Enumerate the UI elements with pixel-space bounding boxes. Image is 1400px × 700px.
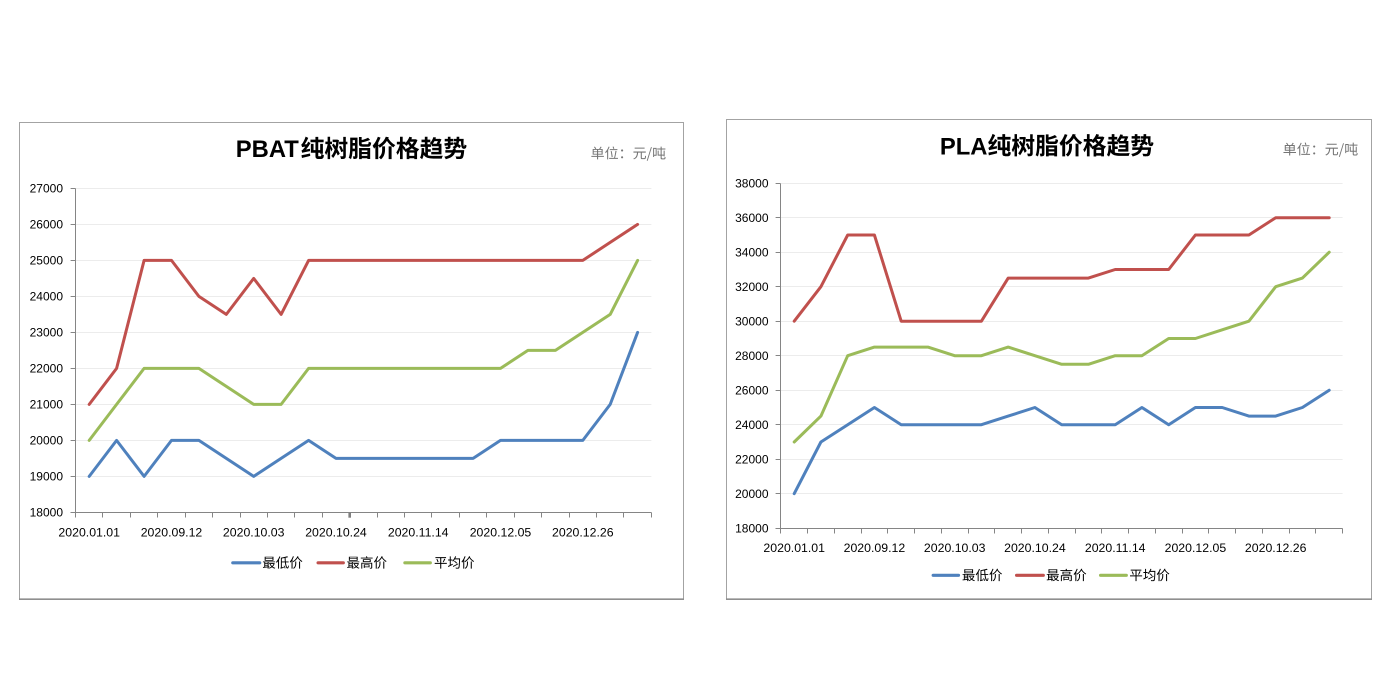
svg-text:2020.12.05: 2020.12.05 bbox=[1165, 541, 1227, 555]
svg-text:21000: 21000 bbox=[30, 398, 64, 412]
svg-text:2020.10.03: 2020.10.03 bbox=[924, 541, 986, 555]
svg-text:26000: 26000 bbox=[30, 218, 64, 232]
svg-text:2020.12.05: 2020.12.05 bbox=[470, 525, 532, 539]
svg-text:19000: 19000 bbox=[30, 470, 64, 484]
svg-text:24000: 24000 bbox=[30, 290, 64, 304]
svg-text:23000: 23000 bbox=[30, 326, 64, 340]
svg-text:28000: 28000 bbox=[735, 349, 769, 363]
svg-text:20000: 20000 bbox=[735, 487, 769, 501]
svg-text:2020.11.14: 2020.11.14 bbox=[1085, 541, 1146, 555]
svg-text:18000: 18000 bbox=[735, 522, 769, 536]
svg-text:32000: 32000 bbox=[735, 280, 769, 294]
svg-text:26000: 26000 bbox=[735, 384, 769, 398]
svg-text:2020.11.14: 2020.11.14 bbox=[388, 525, 449, 539]
svg-text:34000: 34000 bbox=[735, 246, 769, 260]
svg-text:2020.10.03: 2020.10.03 bbox=[223, 525, 285, 539]
svg-text:38000: 38000 bbox=[735, 177, 769, 191]
svg-text:PBAT: PBAT bbox=[236, 136, 299, 163]
svg-text:2020.12.26: 2020.12.26 bbox=[1245, 541, 1307, 555]
svg-text:2020.09.12: 2020.09.12 bbox=[844, 541, 906, 555]
svg-text:36000: 36000 bbox=[735, 211, 769, 225]
svg-text:2020.12.26: 2020.12.26 bbox=[552, 525, 614, 539]
svg-text:20000: 20000 bbox=[30, 434, 64, 448]
svg-text:18000: 18000 bbox=[30, 506, 64, 520]
svg-text:2020.01.01: 2020.01.01 bbox=[763, 541, 825, 555]
svg-text:2020.09.12: 2020.09.12 bbox=[141, 525, 203, 539]
svg-text:27000: 27000 bbox=[30, 182, 64, 196]
svg-text:22000: 22000 bbox=[30, 362, 64, 376]
svg-text:PLA: PLA bbox=[940, 133, 988, 160]
svg-text:22000: 22000 bbox=[735, 453, 769, 467]
svg-text:30000: 30000 bbox=[735, 315, 769, 329]
svg-text:25000: 25000 bbox=[30, 254, 64, 268]
svg-text:2020.10.24: 2020.10.24 bbox=[1004, 541, 1066, 555]
svg-text:2020.10.24: 2020.10.24 bbox=[305, 525, 367, 539]
svg-text:2020.01.01: 2020.01.01 bbox=[58, 525, 120, 539]
svg-text:24000: 24000 bbox=[735, 418, 769, 432]
